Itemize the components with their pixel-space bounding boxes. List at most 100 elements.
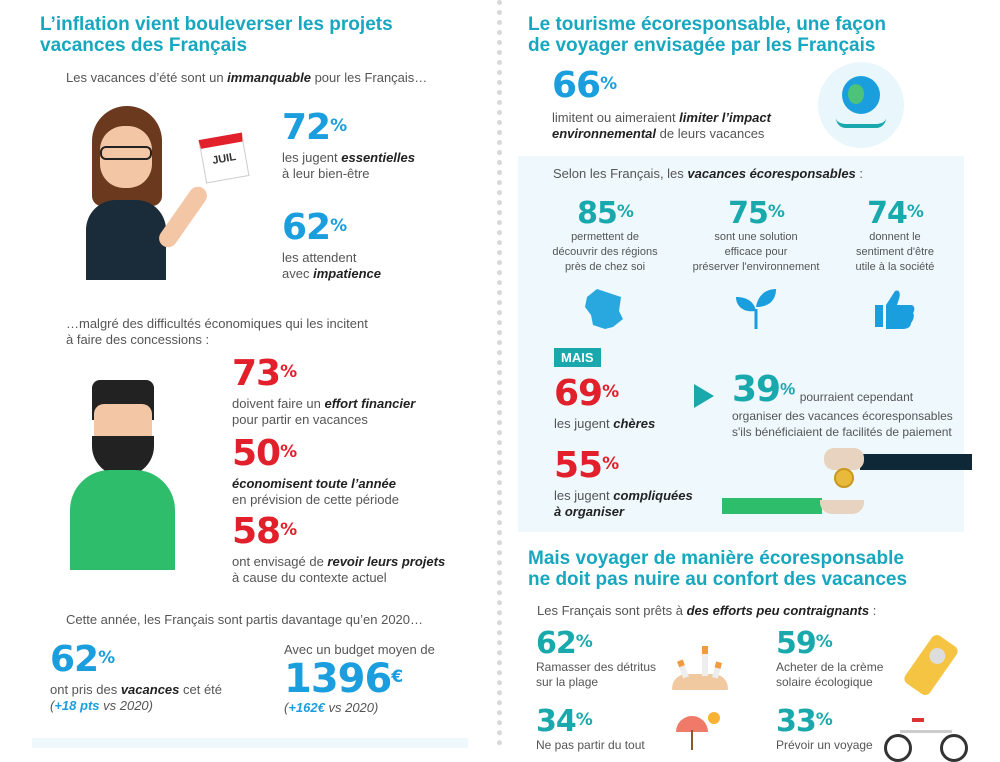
- t: les attendent: [282, 250, 357, 265]
- u: %: [575, 632, 593, 652]
- t: à faire des concessions :: [66, 332, 210, 347]
- t: vs 2020): [324, 700, 379, 715]
- t: sentiment d'être: [856, 246, 934, 258]
- t: Les Français sont prêts à: [537, 603, 687, 618]
- t: organiser des vacances écoresponsables: [732, 409, 953, 423]
- title-line: L’inflation vient bouleverser les projet…: [40, 14, 393, 35]
- t: avec: [282, 266, 314, 281]
- u: %: [616, 202, 634, 222]
- eco-stat-74: 74% donnent le sentiment d'être utile à la…: [840, 198, 950, 336]
- eco-stat-75: 75% sont une solution efficace pour préser…: [680, 198, 832, 336]
- v: 66: [552, 65, 601, 106]
- t: sont une solution: [714, 231, 798, 243]
- intro2-text: …malgré des difficultés économiques qui …: [66, 316, 368, 348]
- t: efficace pour: [724, 246, 788, 258]
- u: %: [280, 520, 297, 540]
- effort-59: 59% Acheter de la crème solaire écologiqu…: [776, 628, 883, 690]
- t: à leur bien-être: [282, 166, 370, 181]
- stat-58: 58% ont envisagé de revoir leurs projets…: [232, 514, 445, 586]
- t: permettent de: [571, 231, 639, 243]
- t: économisent toute l’année: [232, 476, 396, 491]
- t: (: [50, 698, 55, 713]
- t: +18 pts: [54, 698, 100, 713]
- t: les jugent: [282, 150, 342, 165]
- mais-badge: MAIS: [554, 348, 601, 367]
- t: les jugent: [554, 488, 614, 503]
- u: %: [575, 710, 593, 730]
- effort-62: 62% Ramasser des détritus sur la plage: [536, 628, 656, 690]
- t: cet été: [179, 682, 223, 697]
- t: :: [855, 166, 864, 181]
- v: 55: [554, 445, 603, 486]
- stat-66: 66% limitent ou aimeraient limiter l’imp…: [552, 68, 771, 142]
- v: 50: [232, 433, 281, 474]
- v: 34: [536, 704, 577, 739]
- stat-62-impatience: 62% les attendent avec impatience: [282, 210, 381, 282]
- left-section-title: L’inflation vient bouleverser les projet…: [40, 14, 393, 56]
- u: %: [330, 216, 347, 236]
- t: (: [284, 700, 289, 715]
- u: %: [600, 74, 617, 94]
- panel-intro: Selon les Français, les vacances écoresp…: [553, 166, 863, 182]
- t: sur la plage: [536, 675, 599, 689]
- v: 75: [728, 196, 769, 231]
- u: %: [767, 202, 785, 222]
- stat-73: 73% doivent faire un effort financier pou…: [232, 356, 415, 428]
- v: 39: [732, 369, 781, 410]
- v: 73: [232, 353, 281, 394]
- efforts-intro: Les Français sont prêts à des efforts pe…: [537, 603, 876, 619]
- u: %: [330, 116, 347, 136]
- t: vacances: [120, 682, 180, 697]
- t: doivent faire un: [232, 396, 325, 411]
- t: à cause du contexte actuel: [232, 570, 387, 585]
- title-line: Mais voyager de manière écoresponsable: [528, 548, 904, 569]
- calendar-icon: JUIL: [198, 132, 250, 184]
- globe-hands-icon: [818, 62, 904, 148]
- calendar-label: JUIL: [211, 151, 237, 167]
- title-line: Le tourisme écoresponsable, une façon: [528, 14, 886, 35]
- t: préserver l'environnement: [692, 261, 820, 273]
- stat-39: 39% pourraient cependant organiser des v…: [732, 372, 953, 440]
- t: compliquées: [613, 488, 693, 503]
- u: %: [780, 379, 796, 399]
- t: s'ils bénéficiaient de facilités de paie…: [732, 425, 952, 439]
- t: des efforts peu contraignants: [686, 603, 870, 618]
- text: pour les Français…: [310, 70, 428, 85]
- stat-72: 72% les jugent essentielles à leur bien-ê…: [282, 110, 415, 182]
- v: 62: [536, 626, 577, 661]
- u: %: [602, 454, 619, 474]
- coin-hands-illustration: [720, 448, 972, 518]
- text: Les vacances d’été sont un: [66, 70, 228, 85]
- t: Acheter de la crème: [776, 660, 884, 674]
- t: revoir leurs projets: [327, 554, 446, 569]
- sunscreen-tube-icon: [902, 632, 960, 698]
- budget-stat: Avec un budget moyen de 1396€ (+162€ vs …: [284, 642, 435, 716]
- t: Selon les Français, les: [553, 166, 688, 181]
- t: :: [869, 603, 877, 618]
- t: vs 2020): [99, 698, 153, 713]
- stat-55: 55% les jugent compliquées à organiser: [554, 448, 693, 520]
- plant-icon: [736, 289, 776, 329]
- t: donnent le: [869, 231, 921, 243]
- t: pour partir en vacances: [232, 412, 368, 427]
- stat-50: 50% économisent toute l’année en prévisio…: [232, 436, 399, 508]
- t: à organiser: [554, 504, 625, 519]
- t: Ramasser des détritus: [536, 660, 657, 674]
- u: €: [391, 667, 403, 687]
- v: 74: [867, 196, 908, 231]
- v: 62: [50, 639, 99, 680]
- t: chères: [613, 416, 656, 431]
- stat-62-vacances: 62% ont pris des vacances cet été (+18 pt…: [50, 642, 222, 714]
- column-divider: [497, 0, 502, 746]
- man-illustration: [70, 380, 175, 570]
- eco-stat-85: 85% permettent de découvrir des régions pr…: [540, 198, 670, 336]
- bottom-panel: [32, 738, 468, 748]
- t: limitent ou aimeraient: [552, 110, 680, 125]
- t: près de chez soi: [564, 261, 646, 273]
- cigarette-butts-icon: [672, 636, 728, 690]
- thumbs-up-icon: [875, 290, 915, 329]
- t: ont envisagé de: [232, 554, 328, 569]
- v: 59: [776, 626, 817, 661]
- arrow-right-icon: [694, 384, 714, 408]
- beach-umbrella-icon: [676, 712, 726, 752]
